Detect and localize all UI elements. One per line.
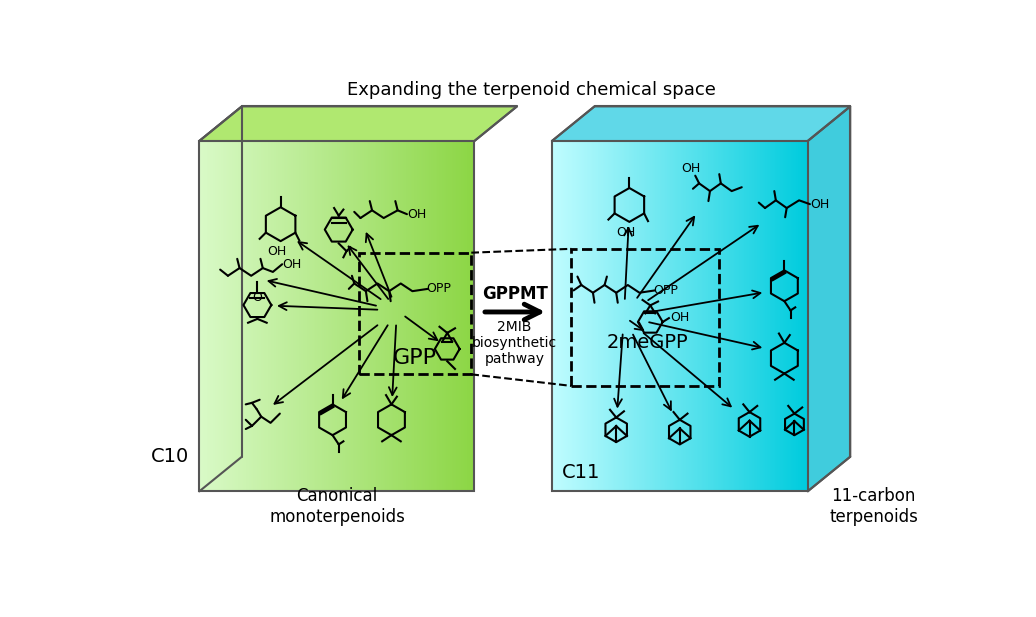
Polygon shape (808, 106, 851, 491)
Bar (358, 253, 471, 375)
Text: Expanding the terpenoid chemical space: Expanding the terpenoid chemical space (346, 81, 716, 99)
Text: C10: C10 (150, 447, 189, 466)
Text: 11-carbon
terpenoids: 11-carbon terpenoids (829, 487, 918, 526)
Text: 2MIB
biosynthetic
pathway: 2MIB biosynthetic pathway (472, 320, 557, 366)
Polygon shape (199, 106, 517, 141)
Text: OH: OH (670, 311, 690, 324)
Text: OH: OH (615, 226, 635, 239)
Polygon shape (199, 106, 241, 491)
Text: OH: OH (682, 162, 701, 175)
Text: 2meGPP: 2meGPP (606, 333, 688, 352)
Text: GPPMT: GPPMT (482, 284, 548, 303)
Text: OPP: OPP (427, 283, 452, 296)
Text: O: O (253, 291, 262, 304)
Text: GPP: GPP (393, 348, 437, 368)
Text: OH: OH (282, 258, 301, 271)
Polygon shape (552, 106, 851, 141)
Text: OH: OH (407, 208, 426, 221)
Text: OH: OH (810, 197, 829, 210)
Text: C11: C11 (562, 463, 600, 482)
Bar (571, 249, 719, 386)
Text: Canonical
monoterpenoids: Canonical monoterpenoids (269, 487, 405, 526)
Text: OH: OH (267, 245, 286, 258)
Text: OPP: OPP (654, 284, 679, 297)
